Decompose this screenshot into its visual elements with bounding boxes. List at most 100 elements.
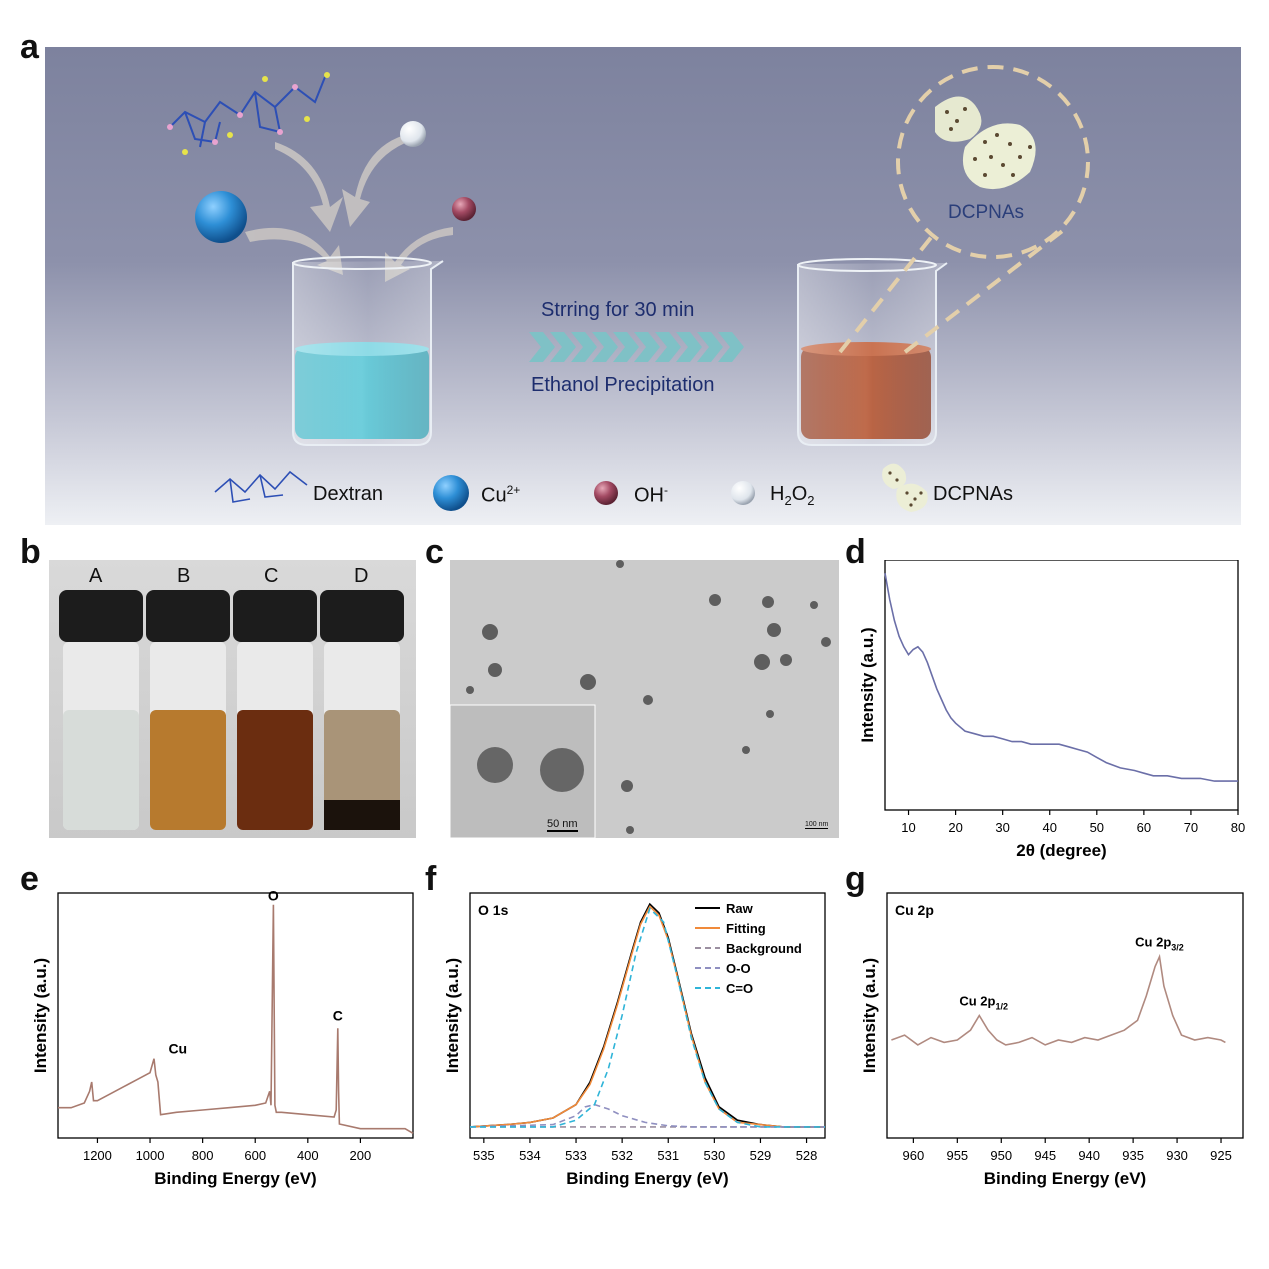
x-tick-label: 955 <box>946 1148 968 1163</box>
main-scale-bar: 100 nm <box>805 821 829 829</box>
x-tick-label: 20 <box>948 820 962 835</box>
inset-particle <box>540 748 584 792</box>
panel-label-c: c <box>425 533 444 571</box>
x-tick-label: 1000 <box>136 1148 165 1163</box>
panel-label-f: f <box>425 860 437 898</box>
series-line-c-o <box>470 907 825 1128</box>
vial-photo: A B C D <box>49 560 416 838</box>
plot-frame <box>886 892 1244 1139</box>
legend-h2o2-icon <box>731 481 755 505</box>
chart-title: O 1s <box>478 902 509 918</box>
x-axis-title: Binding Energy (eV) <box>566 1169 728 1188</box>
process-arrow <box>529 332 744 362</box>
series-line <box>884 573 1238 782</box>
nanoparticle <box>742 746 750 754</box>
plot-frame <box>469 892 826 1139</box>
xps-o1s-chart: 535 534 533 532 531 530 529 528 Binding Energy (… <box>443 892 826 1188</box>
x-tick-label: 800 <box>192 1148 214 1163</box>
inset-scale-bar: 50 nm <box>547 818 578 832</box>
x-tick-label: 534 <box>519 1148 541 1163</box>
tem-graphics <box>450 560 839 838</box>
scheme-graphics <box>167 65 1090 512</box>
legend-cu-icon <box>433 475 469 511</box>
nanoparticle <box>767 623 781 637</box>
x-tick-label: 80 <box>1231 820 1245 835</box>
tem-image: 50 nm 100 nm <box>450 560 839 838</box>
panel-label-b: b <box>20 533 41 571</box>
legend-cu-label: Cu2+ <box>481 483 521 507</box>
series-line-o-o <box>469 1103 825 1128</box>
zoom-label: DCPNAs <box>948 202 1025 223</box>
vial-d <box>320 590 404 830</box>
peak-label-o: O <box>268 888 279 904</box>
vial-label-d: D <box>354 565 369 587</box>
vial-liquid <box>237 710 313 830</box>
x-tick-label: 530 <box>703 1148 725 1163</box>
vial-label-c: C <box>264 565 279 587</box>
legend-dcpnas-label: DCPNAs <box>933 483 1014 505</box>
nanoparticle <box>821 637 831 647</box>
x-tick-label: 533 <box>565 1148 587 1163</box>
series-line-raw <box>469 902 825 1128</box>
synthesis-scheme: Strring for 30 min Ethanol Precipitation… <box>45 47 1241 525</box>
x-axis-title: 2θ (degree) <box>1016 841 1106 860</box>
x-tick-label: 950 <box>990 1148 1012 1163</box>
legend-label: Fitting <box>726 921 766 936</box>
legend-label: Raw <box>726 901 754 916</box>
vial-graphics <box>59 590 404 830</box>
nanoparticle <box>626 826 634 834</box>
y-axis-title: Intensity (a.u.) <box>443 958 462 1073</box>
vial-cap <box>320 590 404 642</box>
x-tick-label: 200 <box>350 1148 372 1163</box>
x-tick-label: 40 <box>1042 820 1056 835</box>
x-tick-label: 925 <box>1210 1148 1232 1163</box>
panel-label-a: a <box>20 28 39 66</box>
legend-label: Background <box>726 941 802 956</box>
x-tick-label: 1200 <box>83 1148 112 1163</box>
xps-survey-chart: 1200 1000 800 600 400 200 Binding Energy (eV) I… <box>31 888 414 1188</box>
legend-h2o2-label: H2O2 <box>770 483 815 508</box>
panel-label-d: d <box>845 533 866 571</box>
vial-a <box>59 590 143 830</box>
legend-label: O-O <box>726 961 751 976</box>
x-tick-label: 930 <box>1166 1148 1188 1163</box>
nanoparticle <box>643 695 653 705</box>
legend-dextran-label: Dextran <box>313 483 384 505</box>
peak-label-c: C <box>333 1007 343 1023</box>
plot-frame <box>884 560 1239 811</box>
nanoparticle <box>766 710 774 718</box>
series-line <box>58 904 414 1134</box>
series-line <box>891 953 1226 1046</box>
h2o2-sphere <box>400 121 426 147</box>
vial-c <box>233 590 317 830</box>
xrd-chart: 10 20 30 40 50 60 70 80 2θ (degree) Intensity (a.… <box>858 560 1245 860</box>
x-tick-label: 600 <box>244 1148 266 1163</box>
x-tick-label: 50 <box>1090 820 1104 835</box>
peak-label-cu: Cu <box>168 1041 187 1057</box>
oh-ion-sphere <box>452 197 476 221</box>
inset-particle <box>477 747 513 783</box>
precipitate <box>324 800 400 830</box>
x-tick-label: 535 <box>473 1148 495 1163</box>
legend-label: C=O <box>726 981 753 996</box>
x-tick-label: 529 <box>750 1148 772 1163</box>
legend-dcpnas-icon <box>882 463 928 512</box>
nanoparticle <box>621 780 633 792</box>
y-axis-title: Intensity (a.u.) <box>860 958 879 1073</box>
peak-label-cu-2p: Cu 2p3/2 <box>1135 935 1184 953</box>
plot-frame <box>57 892 414 1139</box>
x-tick-label: 935 <box>1122 1148 1144 1163</box>
nanoparticle <box>810 601 818 609</box>
legend-oh-label: OH- <box>634 483 668 507</box>
vial-cap <box>146 590 230 642</box>
vial-liquid <box>150 710 226 830</box>
nanoparticle <box>466 686 474 694</box>
nanoparticle <box>482 624 498 640</box>
beaker-rust <box>797 258 948 446</box>
y-axis-title: Intensity (a.u.) <box>31 958 50 1073</box>
x-tick-label: 531 <box>657 1148 679 1163</box>
legend-dextran-icon <box>214 470 308 503</box>
dextran-molecule <box>169 76 326 148</box>
process-step-bottom: Ethanol Precipitation <box>531 374 715 396</box>
panel-label-e: e <box>20 860 39 898</box>
